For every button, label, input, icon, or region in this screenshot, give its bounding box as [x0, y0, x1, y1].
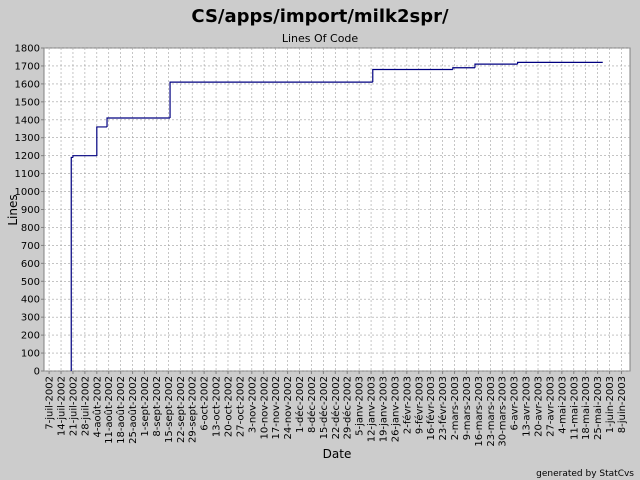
x-tick-label: 15-déc-2002 [318, 376, 330, 439]
y-tick-label: 100 [21, 349, 40, 360]
x-tick-label: 25-mai-2003 [593, 376, 604, 440]
x-tick-label: 13-oct-2002 [212, 376, 223, 437]
x-tick-label: 5-janv-2003 [355, 376, 366, 436]
x-tick-label: 27-avr-2003 [545, 376, 556, 437]
x-tick-label: 19-janv-2003 [378, 376, 389, 442]
x-tick-label: 24-nov-2002 [283, 376, 294, 440]
line-segment [474, 63, 518, 68]
chart-subtitle: Lines Of Code [282, 32, 359, 45]
x-tick-label: 15-sept-2002 [164, 376, 175, 443]
y-tick-label: 1100 [15, 169, 40, 180]
y-tick-label: 400 [21, 295, 40, 306]
y-tick-label: 1500 [15, 97, 40, 108]
x-tick-label: 16-févr-2003 [425, 376, 437, 440]
y-tick-label: 1600 [15, 79, 40, 90]
x-tick-label: 30-mars-2003 [498, 376, 509, 447]
x-tick-label: 2-févr-2003 [401, 376, 413, 434]
y-tick-label: 1000 [15, 187, 40, 198]
x-tick-label: 23-mars-2003 [486, 376, 497, 447]
x-tick-label: 22-déc-2002 [330, 376, 342, 439]
x-tick-label: 1-juin-2003 [605, 376, 616, 433]
x-tick-label: 29-sept-2002 [188, 376, 199, 443]
x-tick-label: 14-juil-2002 [57, 376, 68, 436]
x-tick-label: 21-juil-2002 [68, 376, 79, 436]
x-tick-label: 8-déc-2002 [306, 376, 318, 433]
x-tick-label: 11-mai-2003 [569, 376, 580, 440]
x-tick-label: 18-mai-2003 [581, 376, 592, 440]
line-segment [372, 68, 453, 83]
x-tick-label: 12-janv-2003 [367, 376, 378, 442]
y-tick-label: 500 [21, 277, 40, 288]
y-tick-label: 700 [21, 241, 40, 252]
x-tick-label: 4-mai-2003 [557, 376, 568, 434]
y-tick-label: 1400 [15, 115, 40, 126]
x-tick-label: 18-août-2002 [115, 376, 127, 444]
x-tick-label: 23-févr-2003 [437, 376, 449, 440]
x-tick-label: 11-août-2002 [103, 376, 115, 444]
x-tick-label: 17-nov-2002 [271, 376, 282, 440]
x-tick-label: 27-oct-2002 [235, 376, 246, 437]
line-segment [72, 155, 97, 158]
y-tick-label: 800 [21, 223, 40, 234]
line-segment [106, 117, 171, 127]
x-tick-label: 2-mars-2003 [450, 376, 461, 440]
x-tick-label: 3-nov-2002 [247, 376, 258, 433]
x-tick-label: 28-juil-2002 [80, 376, 91, 436]
x-axis-label: Date [323, 447, 352, 461]
y-tick-label: 300 [21, 313, 40, 324]
y-tick-label: 200 [21, 331, 40, 342]
y-tick-label: 600 [21, 259, 40, 270]
line-segment [96, 126, 108, 156]
x-tick-label: 29-déc-2002 [342, 376, 354, 439]
line-segment [169, 81, 373, 118]
y-axis-label: Lines [6, 194, 20, 225]
chart-title: CS/apps/import/milk2spr/ [191, 6, 449, 27]
x-tick-label: 26-janv-2003 [390, 376, 401, 442]
x-tick-label: 13-avr-2003 [522, 376, 533, 437]
x-tick-label: 22-sept-2002 [176, 376, 187, 443]
x-tick-label: 4-août-2002 [91, 376, 103, 438]
y-tick-label: 0 [34, 367, 40, 378]
x-tick-label: 10-nov-2002 [259, 376, 270, 440]
x-tick-label: 8-sept-2002 [152, 376, 163, 437]
y-tick-label: 900 [21, 205, 40, 216]
x-tick-label: 1-déc-2002 [294, 376, 306, 433]
x-tick-label: 1-sept-2002 [140, 376, 151, 437]
x-tick-label: 9-mars-2003 [462, 376, 473, 440]
x-tick-label: 8-juin-2003 [617, 376, 628, 433]
y-tick-label: 1700 [15, 61, 40, 72]
y-tick-label: 1200 [15, 151, 40, 162]
footer: generated by StatCvs [536, 469, 634, 479]
x-tick-label: 6-oct-2002 [200, 376, 211, 431]
x-tick-label: 16-mars-2003 [474, 376, 485, 447]
y-tick-label: 1300 [15, 133, 40, 144]
line-segment [516, 61, 603, 65]
y-tick-label: 1800 [15, 44, 40, 55]
line-segment [452, 67, 475, 70]
x-tick-label: 6-avr-2003 [510, 376, 521, 431]
x-tick-label: 9-févr-2003 [413, 376, 425, 434]
x-tick-label: 20-oct-2002 [223, 376, 234, 437]
x-tick-label: 20-avr-2003 [534, 376, 545, 437]
x-tick-label: 25-août-2002 [127, 376, 139, 444]
x-tick-label: 7-juil-2002 [45, 376, 56, 430]
